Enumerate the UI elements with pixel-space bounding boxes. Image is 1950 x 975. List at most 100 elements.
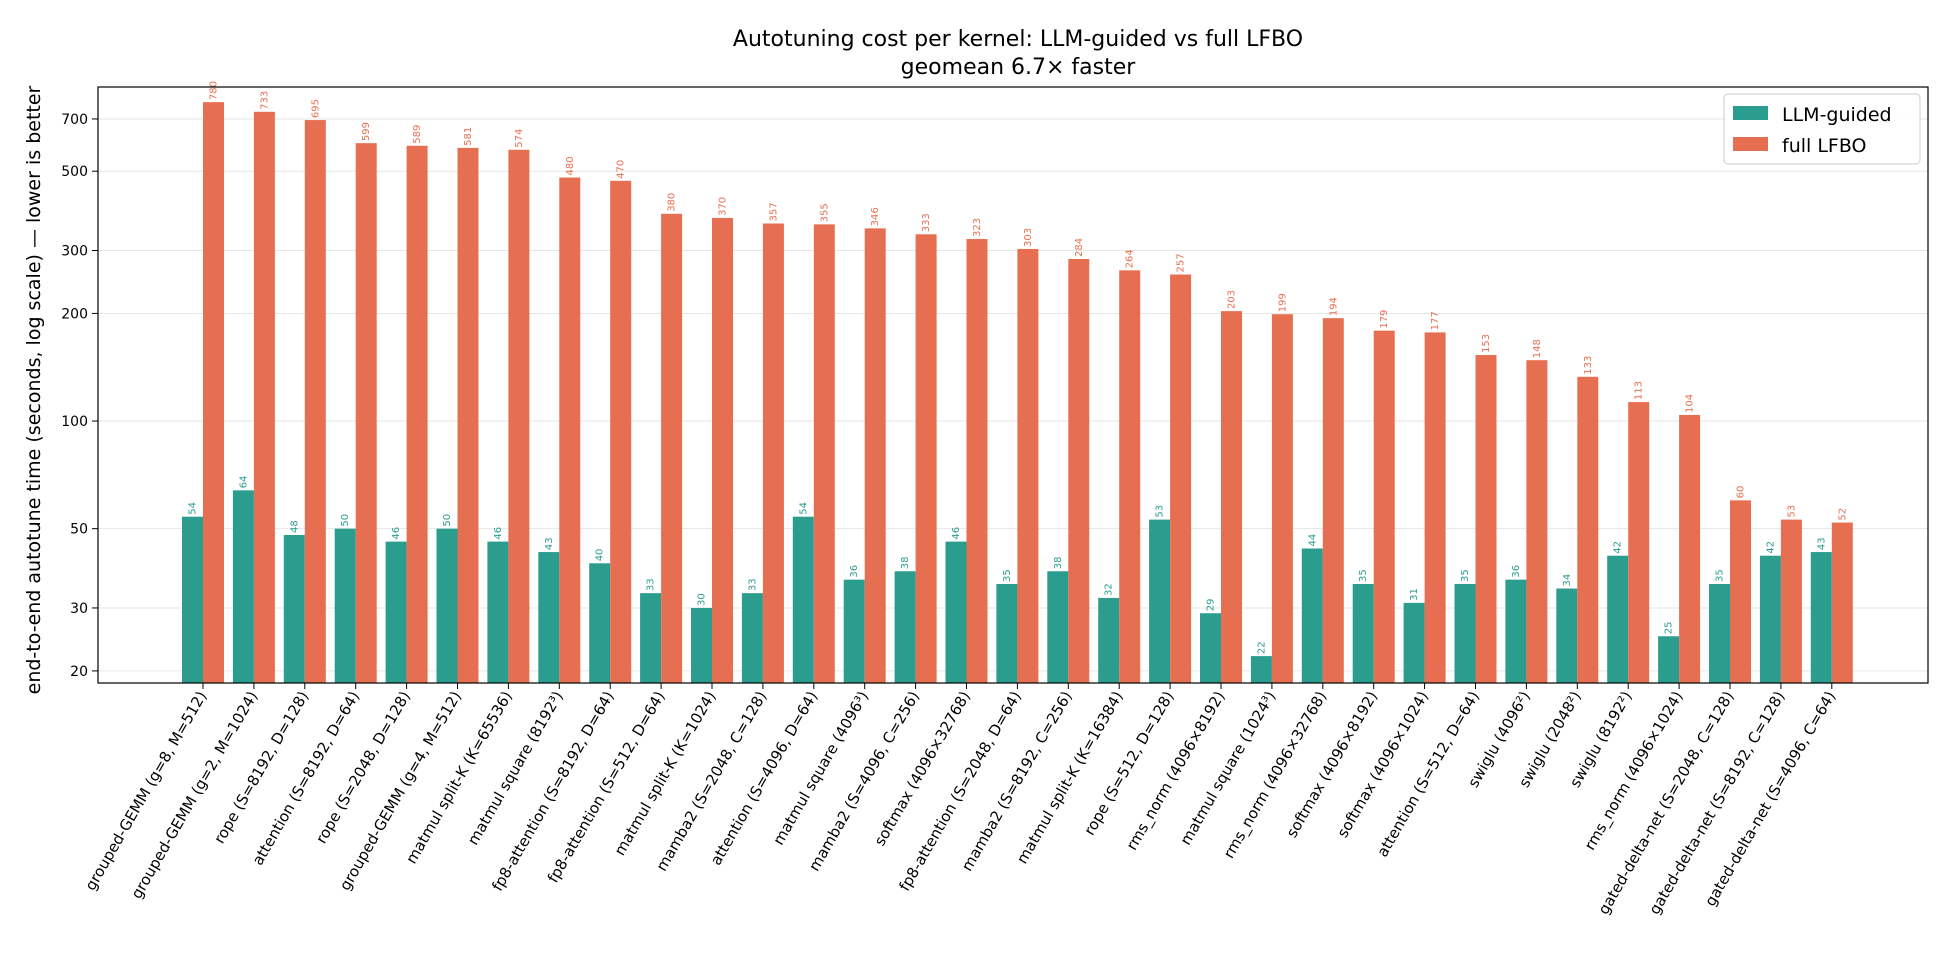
bar-llm-guided-grouped-gemm-g-2-m-1024 (232, 490, 254, 683)
bar-full-lfbo-swiglu-2048 (1577, 376, 1599, 683)
bar-llm-guided-swiglu-4096 (1505, 579, 1527, 683)
value-label-full-lfbo-swiglu-4096: 148 (1532, 339, 1543, 358)
bar-llm-guided-rms-norm-4096-32768 (1301, 548, 1323, 683)
x-tick-label-matmul-square-1024: matmul square (1024³) (1177, 688, 1280, 848)
bar-llm-guided-rms-norm-4096-8192 (1200, 613, 1221, 683)
bar-full-lfbo-rope-s-8192-d-128 (304, 120, 326, 684)
bar-full-lfbo-mamba2-s-2048-c-128 (762, 223, 784, 683)
value-label-full-lfbo-attention-s-8192-d-64: 599 (361, 122, 372, 141)
value-label-llm-guided-rms-norm-4096-1024: 25 (1664, 622, 1675, 635)
y-tick-label-50: 50 (70, 522, 88, 538)
x-tick-label-softmax-4096-32768: softmax (4096×32768) (871, 688, 974, 849)
bar-full-lfbo-matmul-square-8192 (559, 177, 581, 683)
value-label-llm-guided-rms-norm-4096-8192: 29 (1206, 598, 1217, 611)
value-label-full-lfbo-attention-s-4096-d-64: 355 (819, 203, 830, 222)
value-label-full-lfbo-mamba2-s-4096-c-256: 333 (921, 213, 932, 232)
bar-llm-guided-fp8-attention-s-512-d-64 (640, 593, 662, 683)
bar-llm-guided-matmul-square-8192 (538, 552, 560, 683)
y-tick-label-100: 100 (61, 414, 88, 430)
x-tick-label-rope-s-2048-d-128: rope (S=2048, D=128) (312, 688, 414, 847)
value-label-llm-guided-softmax-4096-1024: 31 (1409, 588, 1420, 601)
bar-llm-guided-swiglu-8192 (1607, 555, 1629, 683)
value-label-llm-guided-swiglu-8192: 42 (1613, 541, 1624, 554)
x-tick-label-softmax-4096-1024: softmax (4096×1024) (1333, 688, 1432, 841)
plot-frame (97, 86, 1929, 684)
chart-title: Autotuning cost per kernel: LLM-guided v… (733, 27, 1303, 52)
value-label-llm-guided-swiglu-4096: 36 (1511, 565, 1522, 578)
bar-llm-guided-rope-s-2048-d-128 (385, 541, 407, 683)
y-tick-label-20: 20 (70, 664, 88, 680)
bar-llm-guided-fp8-attention-s-2048-d-64 (996, 584, 1018, 683)
value-label-llm-guided-gated-delta-net-s-2048-c-128: 35 (1715, 569, 1726, 582)
value-label-full-lfbo-rms-norm-4096-1024: 104 (1685, 394, 1696, 413)
value-label-full-lfbo-swiglu-2048: 133 (1583, 356, 1594, 375)
value-label-full-lfbo-matmul-split-k-k-1024: 370 (718, 197, 729, 216)
value-label-llm-guided-mamba2-s-2048-c-128: 33 (747, 578, 758, 591)
bar-full-lfbo-matmul-split-k-k-65536 (508, 149, 530, 683)
legend: LLM-guided full LFBO (1723, 93, 1921, 165)
bar-full-lfbo-swiglu-8192 (1628, 402, 1650, 683)
bar-full-lfbo-fp8-attention-s-8192-d-64 (610, 180, 632, 683)
value-label-llm-guided-softmax-4096-32768: 46 (951, 527, 962, 540)
value-label-full-lfbo-fp8-attention-s-8192-d-64: 470 (616, 160, 627, 179)
bar-full-lfbo-matmul-split-k-k-16384 (1119, 270, 1141, 683)
value-label-llm-guided-fp8-attention-s-8192-d-64: 40 (595, 549, 606, 562)
value-label-full-lfbo-matmul-square-8192: 480 (565, 156, 576, 175)
bar-llm-guided-gated-delta-net-s-8192-c-128 (1759, 555, 1781, 683)
value-label-llm-guided-gated-delta-net-s-8192-c-128: 42 (1765, 541, 1776, 554)
bars (182, 102, 1853, 684)
bar-llm-guided-mamba2-s-8192-c-256 (1047, 571, 1069, 683)
value-label-llm-guided-grouped-gemm-g-4-m-512: 50 (442, 514, 453, 527)
value-label-full-lfbo-swiglu-8192: 113 (1634, 381, 1645, 400)
bar-full-lfbo-gated-delta-net-s-2048-c-128 (1730, 500, 1751, 683)
bar-full-lfbo-mamba2-s-4096-c-256 (915, 234, 937, 684)
bar-full-lfbo-swiglu-4096 (1526, 360, 1548, 683)
value-label-full-lfbo-softmax-4096-1024: 177 (1430, 311, 1441, 330)
bar-full-lfbo-gated-delta-net-s-8192-c-128 (1780, 519, 1802, 683)
bar-llm-guided-softmax-4096-32768 (945, 541, 967, 683)
bar-llm-guided-grouped-gemm-g-4-m-512 (436, 528, 458, 683)
value-label-full-lfbo-grouped-gemm-g-4-m-512: 581 (463, 127, 474, 146)
value-label-llm-guided-attention-s-512-d-64: 35 (1460, 569, 1471, 582)
value-label-llm-guided-softmax-4096-8192: 35 (1358, 569, 1369, 582)
value-label-full-lfbo-attention-s-512-d-64: 153 (1481, 334, 1492, 353)
bar-full-lfbo-rms-norm-4096-32768 (1322, 318, 1344, 683)
x-tick-label-rms-norm-4096-8192: rms_norm (4096×8192) (1123, 688, 1230, 854)
bar-full-lfbo-rope-s-512-d-128 (1170, 274, 1192, 683)
bar-full-lfbo-rms-norm-4096-8192 (1221, 311, 1242, 683)
x-tick-label-matmul-square-8192: matmul square (8192³) (464, 688, 567, 848)
value-label-llm-guided-attention-s-4096-d-64: 54 (798, 502, 809, 515)
value-label-full-lfbo-matmul-square-4096: 346 (870, 207, 881, 226)
x-axis: grouped-GEMM (g=8, M=512)grouped-GEMM (g… (81, 683, 1839, 918)
value-label-full-lfbo-rms-norm-4096-8192: 203 (1227, 290, 1238, 309)
bar-llm-guided-softmax-4096-8192 (1352, 584, 1374, 683)
value-label-llm-guided-matmul-square-1024: 22 (1256, 641, 1267, 654)
value-label-full-lfbo-rope-s-512-d-128: 257 (1176, 253, 1187, 272)
value-label-full-lfbo-mamba2-s-8192-c-256: 284 (1074, 238, 1085, 257)
bar-full-lfbo-matmul-split-k-k-1024 (712, 217, 733, 683)
bar-llm-guided-matmul-split-k-k-1024 (691, 607, 712, 683)
bar-full-lfbo-attention-s-8192-d-64 (355, 143, 377, 683)
value-label-full-lfbo-gated-delta-net-s-4096-c-64: 52 (1837, 508, 1848, 521)
bar-full-lfbo-grouped-gemm-g-2-m-1024 (253, 111, 275, 683)
bar-llm-guided-matmul-split-k-k-65536 (487, 541, 509, 683)
value-label-llm-guided-gated-delta-net-s-4096-c-64: 43 (1816, 537, 1827, 550)
bar-full-lfbo-attention-s-512-d-64 (1475, 355, 1497, 683)
bar-full-lfbo-matmul-square-1024 (1271, 314, 1293, 683)
value-label-full-lfbo-rms-norm-4096-32768: 194 (1328, 297, 1339, 316)
bar-llm-guided-matmul-square-1024 (1250, 656, 1272, 683)
value-label-llm-guided-attention-s-8192-d-64: 50 (340, 514, 351, 527)
bar-full-lfbo-attention-s-4096-d-64 (813, 224, 835, 683)
value-label-llm-guided-rms-norm-4096-32768: 44 (1307, 534, 1318, 547)
value-label-llm-guided-matmul-split-k-k-65536: 46 (493, 527, 504, 540)
bar-llm-guided-attention-s-512-d-64 (1454, 584, 1476, 683)
bar-llm-guided-gated-delta-net-s-4096-c-64 (1810, 552, 1832, 683)
bar-llm-guided-mamba2-s-4096-c-256 (894, 571, 916, 683)
value-label-llm-guided-rope-s-2048-d-128: 46 (391, 527, 402, 540)
value-label-llm-guided-fp8-attention-s-2048-d-64: 35 (1002, 569, 1013, 582)
x-tick-label-rms-norm-4096-1024: rms_norm (4096×1024) (1581, 688, 1688, 854)
bar-full-lfbo-matmul-square-4096 (864, 228, 886, 684)
value-label-full-lfbo-grouped-gemm-g-2-m-1024: 733 (259, 91, 270, 110)
bar-full-lfbo-fp8-attention-s-2048-d-64 (1017, 248, 1039, 684)
